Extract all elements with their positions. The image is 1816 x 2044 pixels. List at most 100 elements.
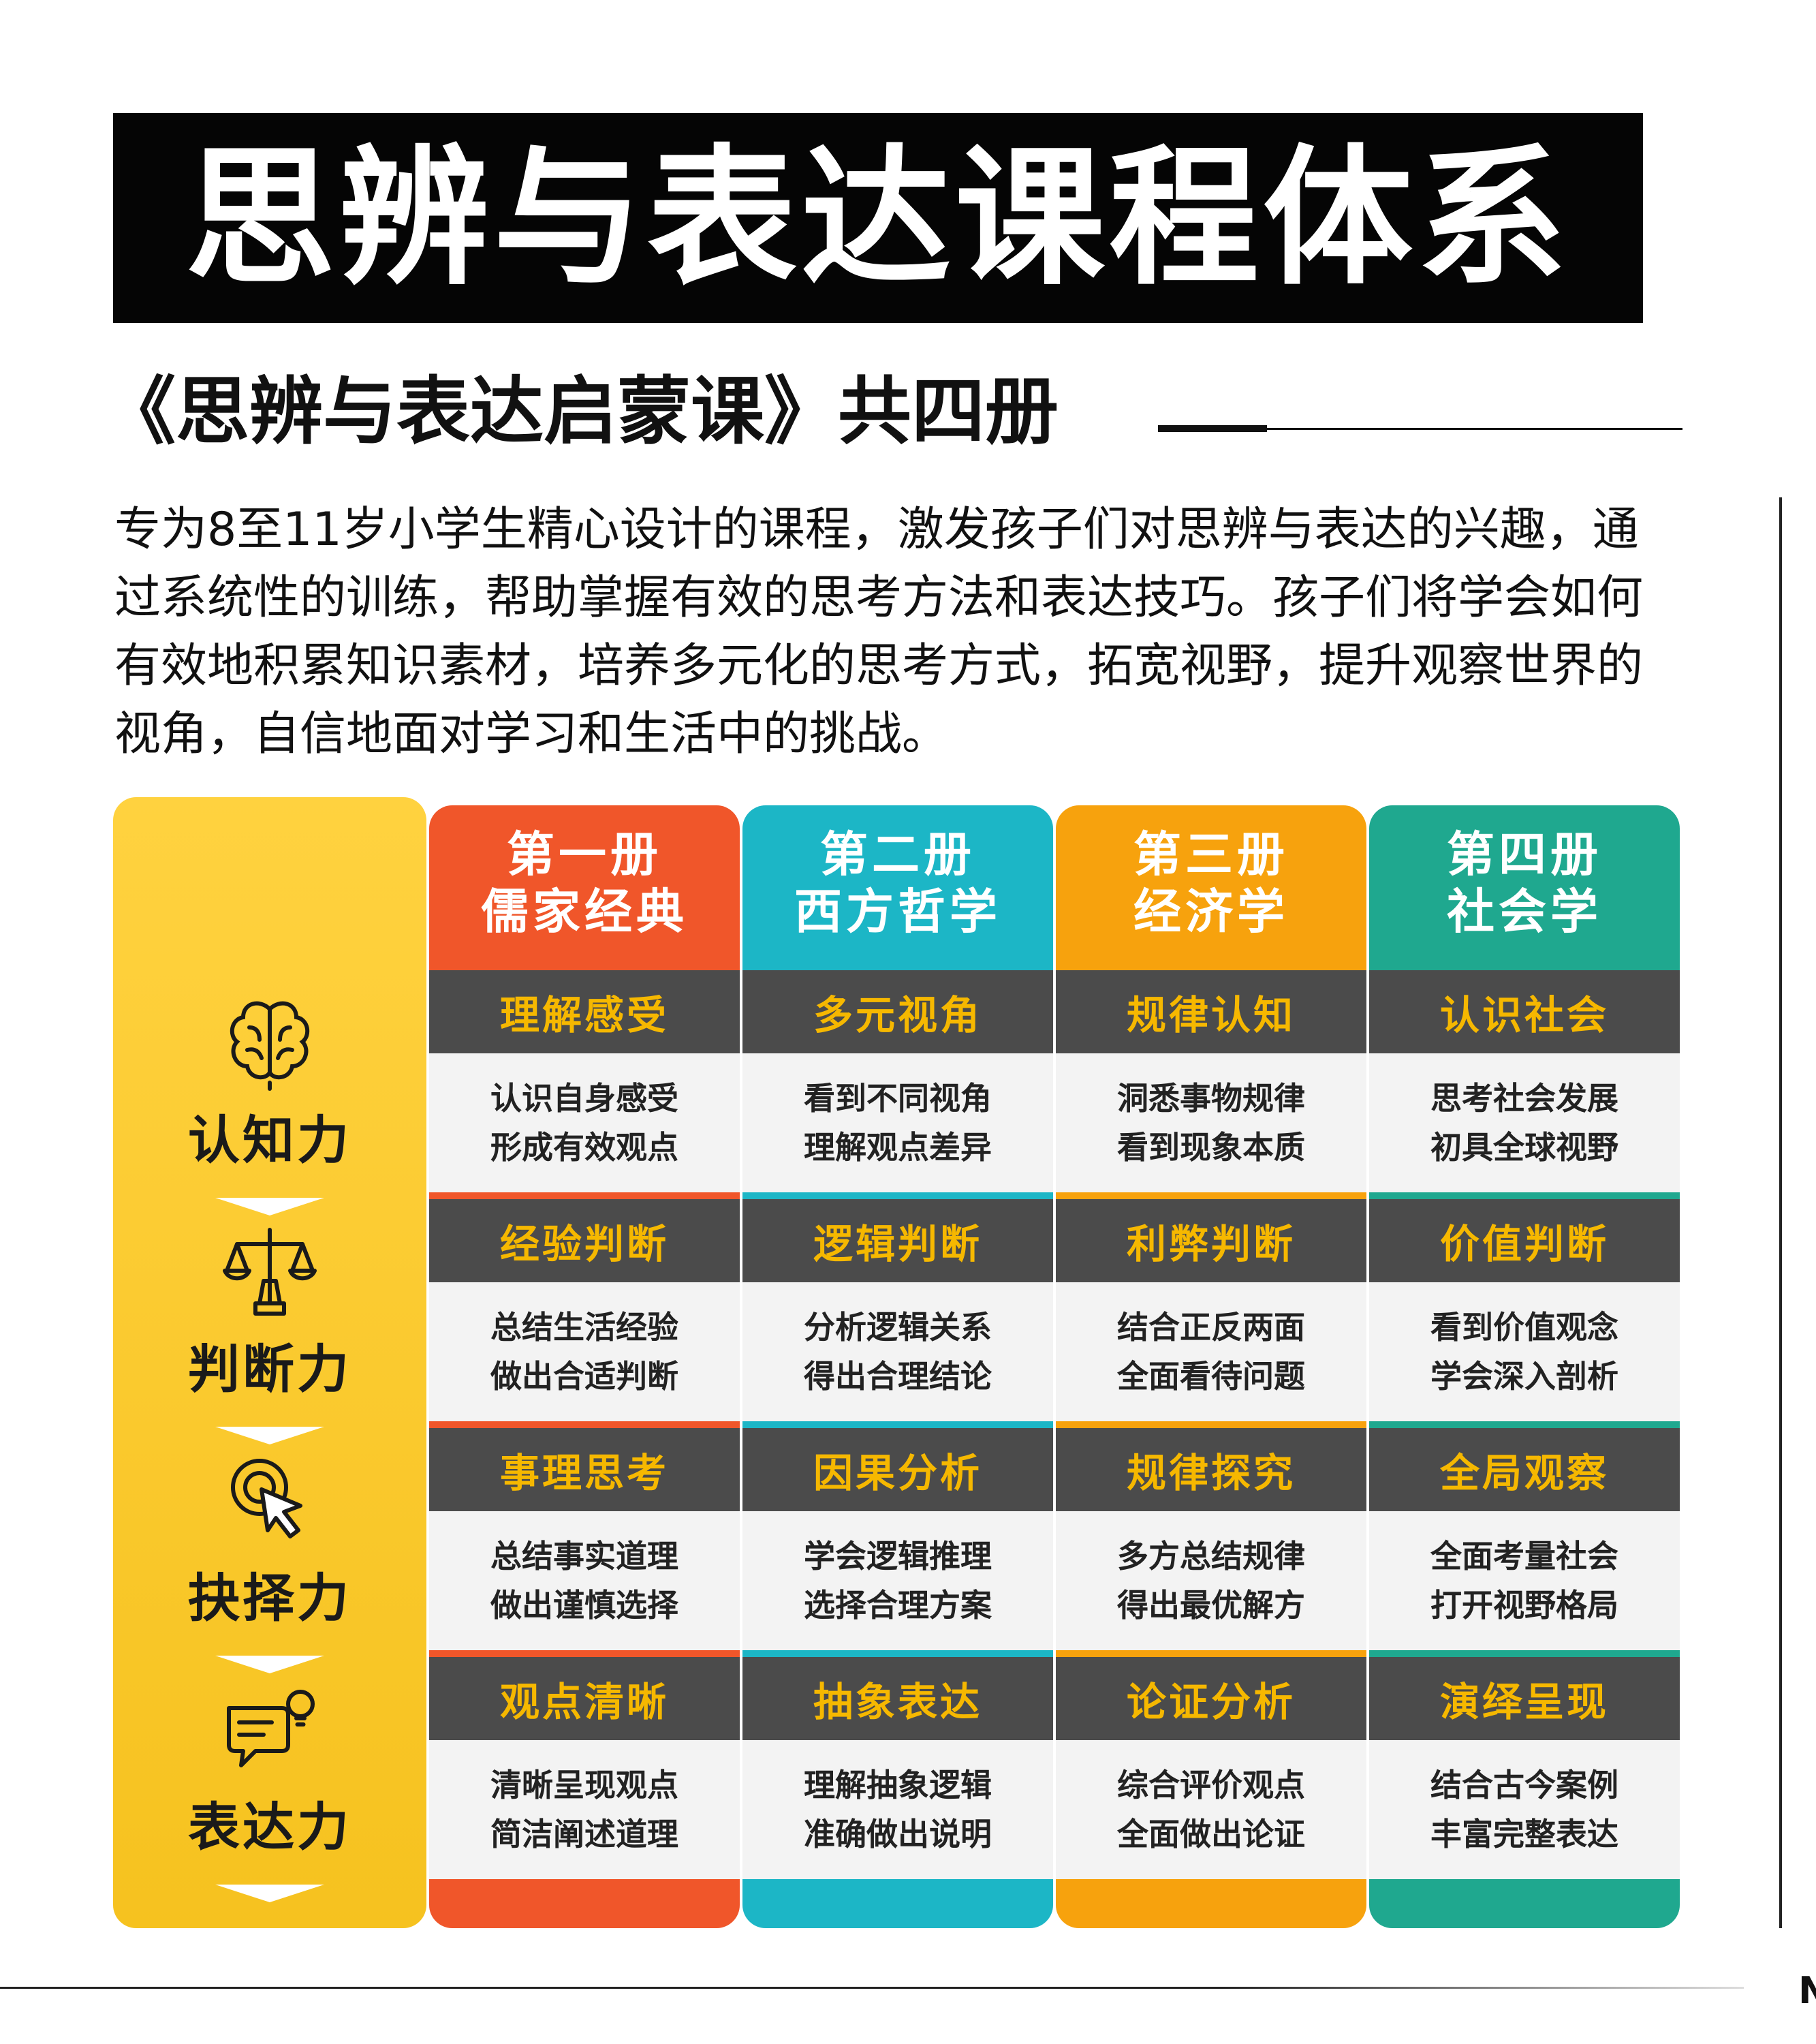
cell-body: 思考社会发展 初具全球视野 — [1369, 1053, 1680, 1192]
cell-body: 分析逻辑关系 得出合理结论 — [742, 1282, 1053, 1421]
cell-line: 看到价值观念 — [1430, 1309, 1618, 1346]
book-header-2: 第二册 西方哲学 — [742, 805, 1053, 961]
bottom-divider — [0, 1987, 1744, 1989]
book-number: 第二册 — [820, 826, 975, 882]
speech-bubble-bulb-icon — [227, 1690, 315, 1767]
cell-line: 洞悉事物规律 — [1117, 1080, 1305, 1117]
cell-line: 准确做出说明 — [804, 1816, 992, 1853]
right-divider — [1779, 497, 1782, 1928]
cell-body: 总结事实道理 做出谨慎选择 — [429, 1511, 740, 1650]
grid-cell: 论证分析 综合评价观点 全面做出论证 — [1056, 1657, 1366, 1879]
cell-heading: 多元视角 — [742, 970, 1053, 1053]
cell-heading: 价值判断 — [1369, 1199, 1680, 1282]
ability-label: 表达力 — [188, 1797, 351, 1857]
cell-body: 多方总结规律 得出最优解方 — [1056, 1511, 1366, 1650]
title-banner: 思辨与表达课程体系 — [113, 113, 1643, 323]
cell-line: 丰富完整表达 — [1430, 1816, 1618, 1853]
cell-line: 学会深入剖析 — [1430, 1358, 1618, 1395]
ability-label: 判断力 — [188, 1339, 351, 1399]
ability-column — [113, 797, 426, 1928]
grid-cell: 规律认知 洞悉事物规律 看到现象本质 — [1056, 970, 1366, 1192]
row-divider-notch — [215, 1885, 324, 1902]
cell-line: 分析逻辑关系 — [804, 1309, 992, 1346]
cell-line: 初具全球视野 — [1430, 1129, 1618, 1166]
cell-line: 思考社会发展 — [1430, 1080, 1618, 1117]
cell-body: 看到不同视角 理解观点差异 — [742, 1053, 1053, 1192]
brain-icon — [230, 1001, 310, 1091]
book-subject: 儒家经典 — [481, 884, 688, 940]
cell-line: 总结生活经验 — [490, 1309, 678, 1346]
ability-label: 抉择力 — [188, 1568, 351, 1628]
cell-heading: 经验判断 — [429, 1199, 740, 1282]
cell-line: 做出谨慎选择 — [490, 1587, 678, 1624]
cell-line: 综合评价观点 — [1117, 1767, 1305, 1803]
cell-line: 全面看待问题 — [1117, 1358, 1305, 1395]
cell-line: 简洁阐述道理 — [490, 1816, 678, 1853]
ability-decision: 抉择力 — [113, 1428, 426, 1656]
intro-paragraph: 专为8至11岁小学生精心设计的课程，激发孩子们对思辨与表达的兴趣，通过系统性的训… — [114, 503, 1644, 761]
cell-body: 学会逻辑推理 选择合理方案 — [742, 1511, 1053, 1650]
cell-line: 清晰呈现观点 — [490, 1767, 678, 1803]
cell-body: 洞悉事物规律 看到现象本质 — [1056, 1053, 1366, 1192]
cell-line: 多方总结规律 — [1117, 1538, 1305, 1575]
cell-heading: 事理思考 — [429, 1428, 740, 1511]
grid-cell: 多元视角 看到不同视角 理解观点差异 — [742, 970, 1053, 1192]
cell-line: 看到现象本质 — [1117, 1129, 1305, 1166]
grid-cell: 观点清晰 清晰呈现观点 简洁阐述道理 — [429, 1657, 740, 1879]
book-header-3: 第三册 经济学 — [1056, 805, 1366, 961]
cell-heading: 全局观察 — [1369, 1428, 1680, 1511]
grid-cell: 规律探究 多方总结规律 得出最优解方 — [1056, 1428, 1366, 1650]
cell-heading: 抽象表达 — [742, 1657, 1053, 1740]
grid-cell: 因果分析 学会逻辑推理 选择合理方案 — [742, 1428, 1053, 1650]
grid-cell: 经验判断 总结生活经验 做出合适判断 — [429, 1199, 740, 1421]
cell-body: 理解抽象逻辑 准确做出说明 — [742, 1740, 1053, 1879]
row-divider-notch — [215, 1198, 324, 1215]
ability-cognition: 认知力 — [113, 970, 426, 1198]
cell-heading: 理解感受 — [429, 970, 740, 1053]
page-title: 思辨与表达课程体系 — [185, 131, 1571, 305]
grid-cell: 价值判断 看到价值观念 学会深入剖析 — [1369, 1199, 1680, 1421]
ability-expression: 表达力 — [113, 1657, 426, 1885]
subtitle-rule-thin — [1267, 428, 1682, 430]
cell-body: 清晰呈现观点 简洁阐述道理 — [429, 1740, 740, 1879]
cell-line: 得出合理结论 — [804, 1358, 992, 1395]
cell-line: 看到不同视角 — [804, 1080, 992, 1117]
cell-heading: 演绎呈现 — [1369, 1657, 1680, 1740]
grid-cell: 全局观察 全面考量社会 打开视野格局 — [1369, 1428, 1680, 1650]
cell-body: 看到价值观念 学会深入剖析 — [1369, 1282, 1680, 1421]
grid-cell: 演绎呈现 结合古今案例 丰富完整表达 — [1369, 1657, 1680, 1879]
cell-line: 选择合理方案 — [804, 1587, 992, 1624]
cell-line: 理解抽象逻辑 — [804, 1767, 992, 1803]
book-number: 第三册 — [1133, 826, 1289, 882]
book-header-1: 第一册 儒家经典 — [429, 805, 740, 961]
scales-icon — [223, 1228, 317, 1316]
cell-line: 形成有效观点 — [490, 1129, 678, 1166]
subtitle: 《思辨与表达启蒙课》共四册 — [102, 369, 1059, 454]
cell-heading: 认识社会 — [1369, 970, 1680, 1053]
grid-cell: 逻辑判断 分析逻辑关系 得出合理结论 — [742, 1199, 1053, 1421]
grid-cell: 利弊判断 结合正反两面 全面看待问题 — [1056, 1199, 1366, 1421]
cell-heading: 利弊判断 — [1056, 1199, 1366, 1282]
grid-cell: 抽象表达 理解抽象逻辑 准确做出说明 — [742, 1657, 1053, 1879]
book-subject: 经济学 — [1133, 884, 1289, 940]
book-header-4: 第四册 社会学 — [1369, 805, 1680, 961]
cell-body: 总结生活经验 做出合适判断 — [429, 1282, 740, 1421]
ability-judgement: 判断力 — [113, 1199, 426, 1427]
book-number: 第四册 — [1447, 826, 1602, 882]
cell-heading: 观点清晰 — [429, 1657, 740, 1740]
subtitle-rule-thick — [1158, 425, 1267, 432]
ability-label: 认知力 — [188, 1110, 351, 1171]
book-subject: 社会学 — [1447, 884, 1602, 940]
grid-cell: 认识社会 思考社会发展 初具全球视野 — [1369, 970, 1680, 1192]
cell-line: 全面做出论证 — [1117, 1816, 1305, 1853]
grid-cell: 理解感受 认识自身感受 形成有效观点 — [429, 970, 740, 1192]
cell-line: 全面考量社会 — [1430, 1538, 1618, 1575]
book-number: 第一册 — [507, 826, 662, 882]
cell-line: 认识自身感受 — [490, 1080, 678, 1117]
row-divider-notch — [215, 1656, 324, 1673]
corner-letter: N — [1798, 1969, 1816, 2012]
cell-body: 结合古今案例 丰富完整表达 — [1369, 1740, 1680, 1879]
cell-heading: 规律探究 — [1056, 1428, 1366, 1511]
cell-line: 做出合适判断 — [490, 1358, 678, 1395]
grid-cell: 事理思考 总结事实道理 做出谨慎选择 — [429, 1428, 740, 1650]
